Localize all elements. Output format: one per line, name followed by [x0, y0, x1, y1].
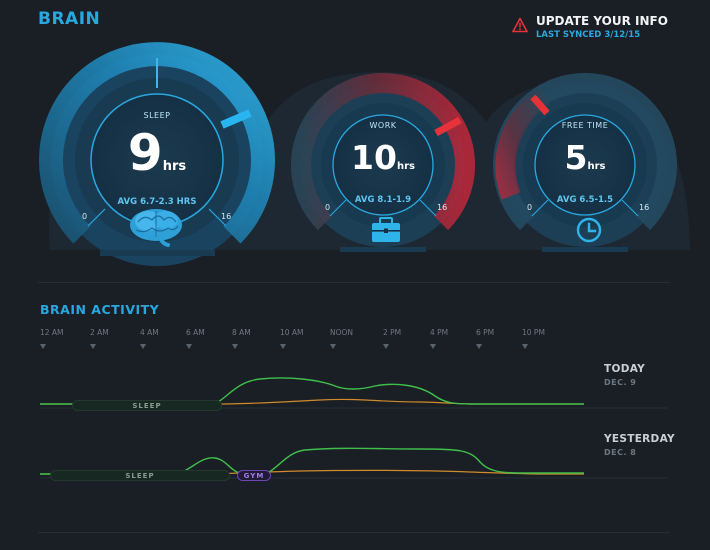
briefcase-icon: [372, 217, 400, 242]
time-label: 8 AM: [232, 328, 251, 337]
time-marker-icon: [140, 344, 146, 349]
work-value: 10: [351, 138, 397, 177]
work-delta: -1.9: [392, 195, 412, 205]
time-marker-icon: [280, 344, 286, 349]
today-orange-trace: [40, 398, 584, 405]
work-gauge: [291, 73, 475, 252]
free-time-avg: AVG 6.5: [556, 195, 595, 205]
work-unit: hrs: [396, 161, 415, 172]
update-info-button[interactable]: UPDATE YOUR INFO LAST SYNCED 3/12/15: [512, 14, 702, 44]
page-title: BRAIN: [38, 9, 101, 29]
time-marker-icon: [186, 344, 192, 349]
sleep-gauge-label: SLEEP: [143, 111, 171, 120]
time-marker-icon: [90, 344, 96, 349]
free-time-value: 5: [564, 138, 588, 177]
time-marker-icon: [430, 344, 436, 349]
free-time-max-tick: 16: [639, 203, 650, 212]
time-label: 10 PM: [522, 328, 545, 337]
yesterday-green-trace: [40, 447, 584, 475]
time-marker-icon: [40, 344, 46, 349]
time-label: 6 AM: [186, 328, 205, 337]
section-divider: [38, 282, 670, 283]
time-label: 10 AM: [280, 328, 304, 337]
time-marker-icon: [476, 344, 482, 349]
last-synced-text: LAST SYNCED 3/12/15: [536, 30, 641, 40]
time-label: 2 AM: [90, 328, 109, 337]
today-date: DEC. 9: [604, 378, 637, 387]
time-marker-icon: [330, 344, 336, 349]
today-label-group: TODAY DEC. 9: [604, 363, 645, 387]
free-time-delta: -1.5: [594, 195, 614, 205]
time-label: NOON: [330, 328, 354, 337]
time-label: 6 PM: [476, 328, 495, 337]
free-time-gauge-label: FREE TIME: [561, 121, 609, 130]
sleep-avg: AVG 6.7: [117, 197, 156, 207]
time-label: 4 PM: [430, 328, 449, 337]
work-min-tick: 0: [325, 203, 331, 212]
sleep-max-tick: 16: [221, 212, 232, 221]
sleep-gauge: [39, 42, 275, 266]
update-info-label: UPDATE YOUR INFO: [536, 14, 668, 28]
time-marker-icon: [232, 344, 238, 349]
clock-icon: [576, 217, 602, 243]
bottom-divider: [38, 532, 670, 533]
time-marker-icon: [522, 344, 528, 349]
today-green-trace: [40, 377, 584, 405]
brain-icon: [130, 209, 182, 247]
sleep-unit: hrs: [162, 159, 187, 174]
gauges-panel: [39, 42, 691, 266]
brain-activity-title: BRAIN ACTIVITY: [40, 302, 160, 317]
today-sleep-pill[interactable]: SLEEP: [72, 400, 222, 411]
time-label: 12 AM: [40, 328, 64, 337]
yesterday-gym-pill[interactable]: GYM: [237, 470, 271, 481]
work-max-tick: 16: [437, 203, 448, 212]
today-label: TODAY: [604, 363, 646, 375]
yesterday-label-group: YESTERDAY DEC. 8: [604, 433, 675, 457]
work-avg: AVG 8.1: [354, 195, 393, 205]
yesterday-date: DEC. 8: [604, 448, 637, 457]
sleep-min-tick: 0: [82, 212, 88, 221]
time-label: 2 PM: [383, 328, 402, 337]
time-marker-icon: [383, 344, 389, 349]
yesterday-sleep-pill[interactable]: SLEEP: [50, 470, 230, 481]
yesterday-label: YESTERDAY: [604, 433, 675, 445]
sleep-delta: -2.3 HRS: [155, 197, 197, 207]
work-gauge-label: WORK: [369, 121, 397, 130]
free-time-min-tick: 0: [527, 203, 533, 212]
sleep-value: 9: [127, 124, 163, 182]
time-label: 4 AM: [140, 328, 159, 337]
free-time-unit: hrs: [587, 161, 606, 172]
warning-icon: [512, 17, 528, 33]
free-time-gauge: [493, 73, 677, 252]
